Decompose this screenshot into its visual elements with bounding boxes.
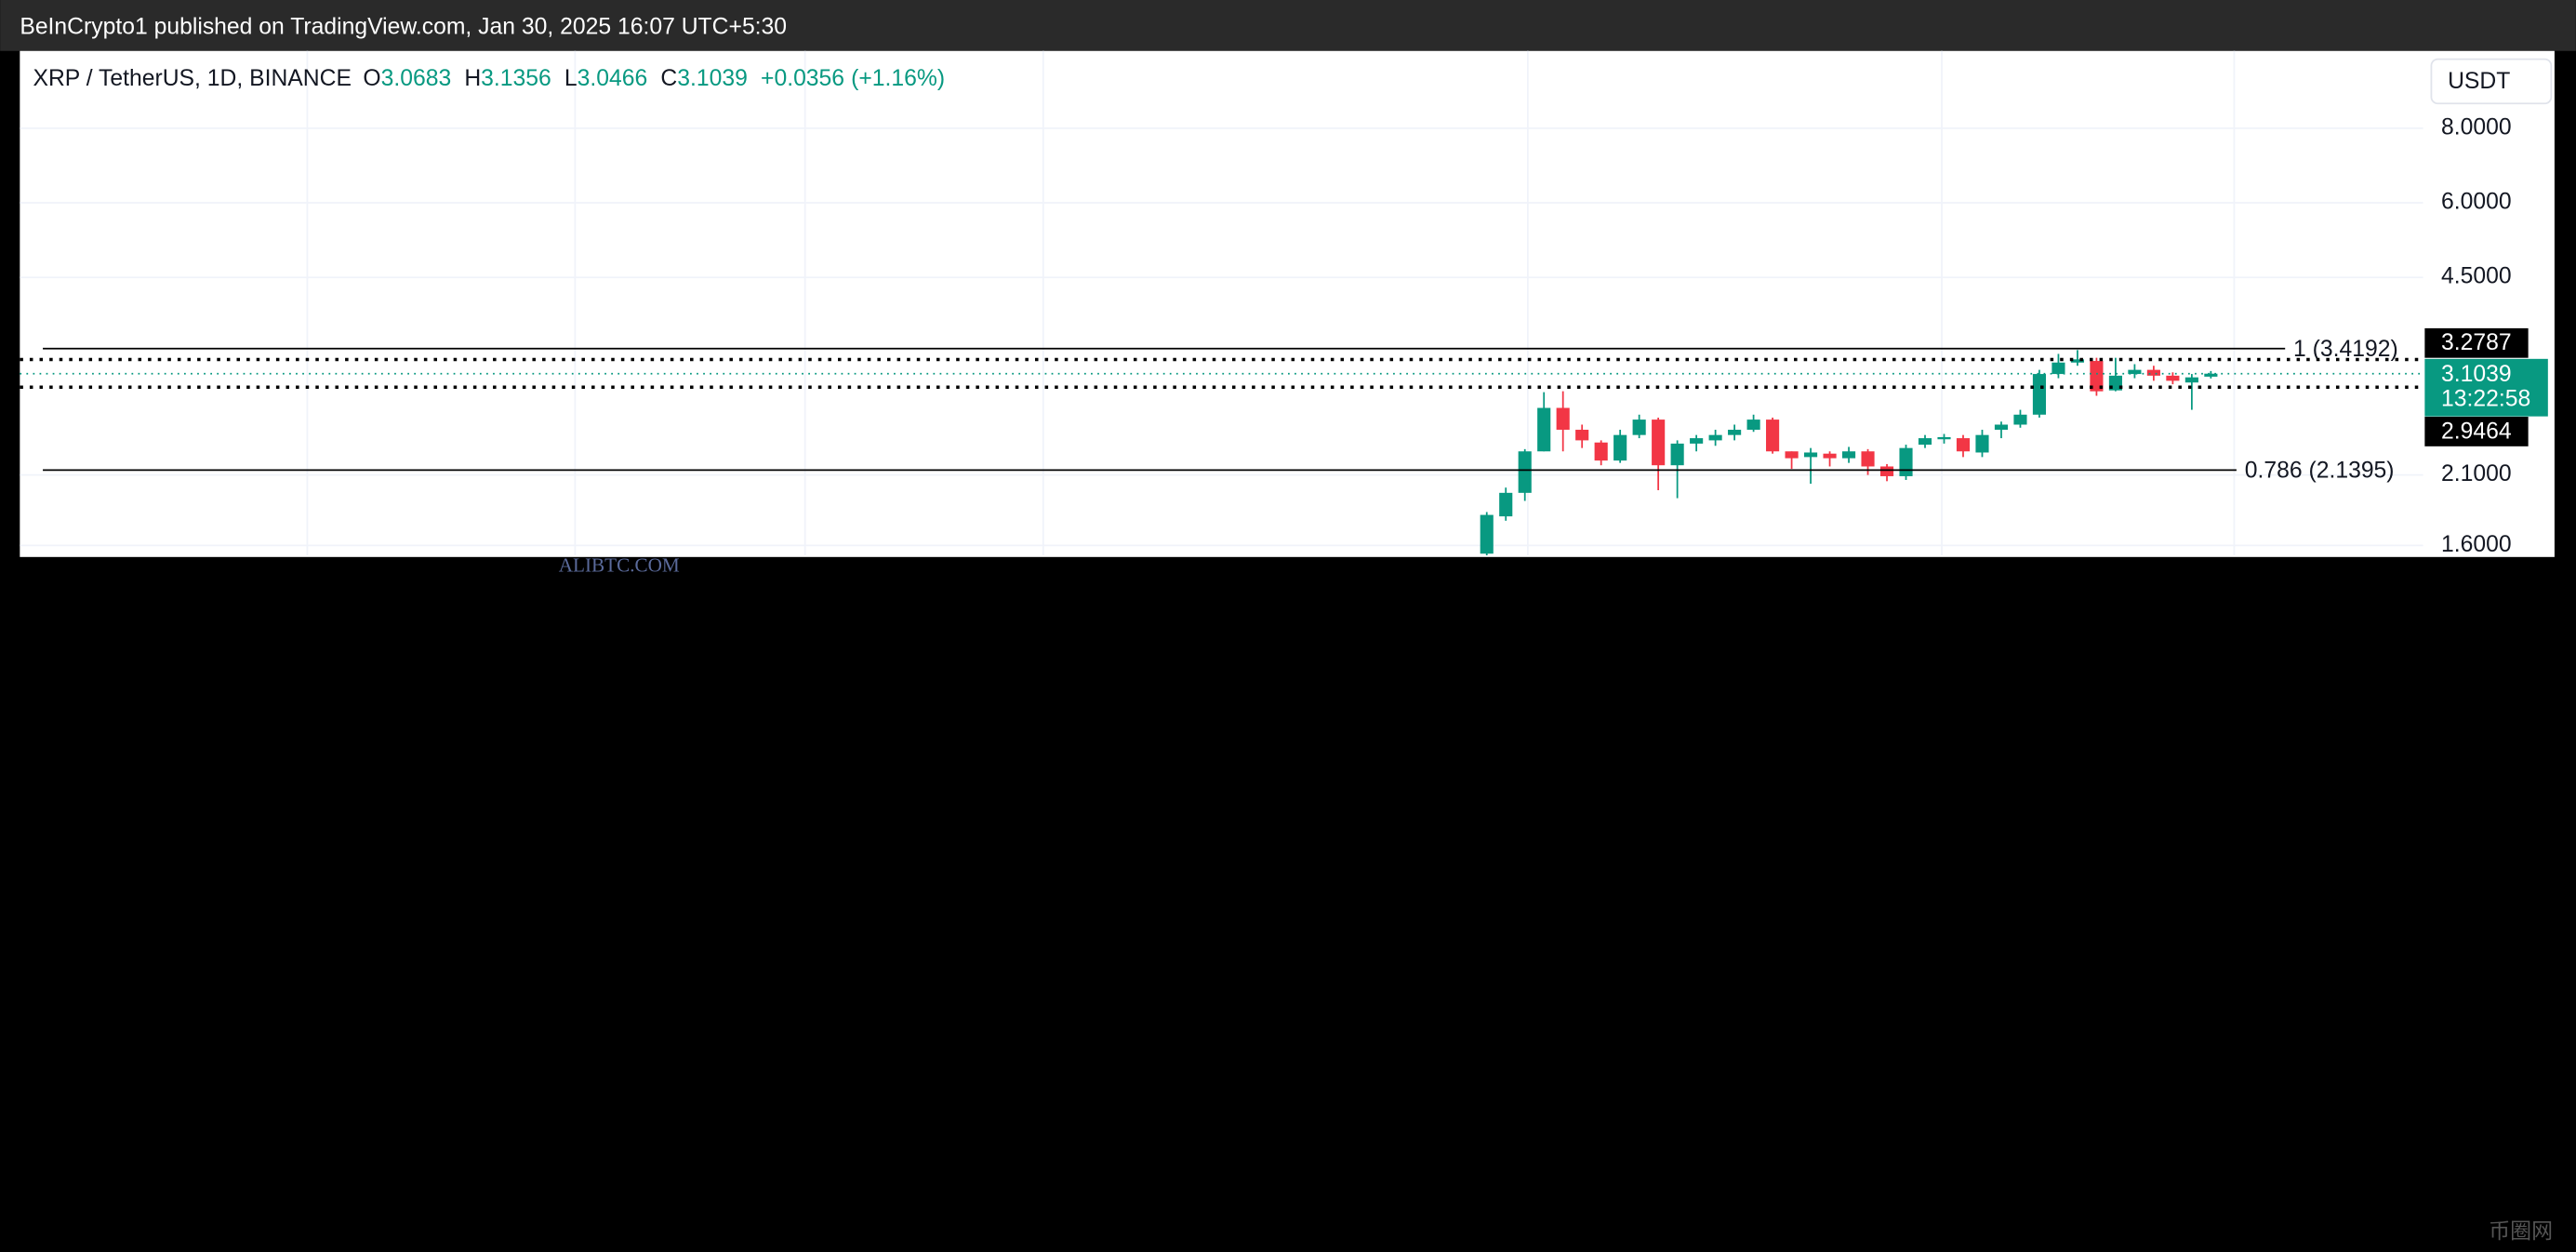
candle-body bbox=[1594, 442, 1608, 461]
candle-body bbox=[1556, 407, 1570, 431]
candle-body bbox=[1975, 434, 1989, 453]
candle-body bbox=[1652, 420, 1666, 466]
candle-body bbox=[2052, 362, 2065, 375]
watermark: ALIBTC.COM bbox=[559, 553, 680, 576]
candle-body bbox=[1918, 438, 1932, 446]
candle-body bbox=[1823, 453, 1837, 459]
candle-body bbox=[1575, 430, 1589, 441]
candle-body bbox=[1994, 424, 2009, 431]
price-box bbox=[2424, 417, 2529, 446]
current-price-box bbox=[2424, 358, 2548, 417]
candle-body bbox=[2128, 369, 2142, 375]
candle-body bbox=[2204, 373, 2218, 377]
candle-body bbox=[1518, 451, 1532, 493]
candle-body bbox=[1766, 420, 1780, 452]
candle-body bbox=[1804, 452, 1818, 458]
candle-body bbox=[2184, 377, 2198, 383]
candle-body bbox=[1785, 451, 1799, 459]
candles bbox=[1480, 350, 2218, 556]
candle-body bbox=[1841, 451, 1856, 459]
price-box bbox=[2424, 327, 2529, 358]
candle-body bbox=[2090, 361, 2104, 392]
unit-box[interactable] bbox=[2430, 58, 2553, 105]
current-price-label: 3.1039 bbox=[2441, 362, 2512, 387]
candle-body bbox=[1499, 492, 1513, 517]
y-tick-label: 2.1000 bbox=[2441, 461, 2512, 486]
candle-body bbox=[1899, 447, 1913, 476]
legend-change: +0.0356 bbox=[761, 65, 844, 90]
legend: XRP / TetherUS, 1D, BINANCE O3.0683 H3.135… bbox=[33, 65, 945, 90]
candle-body bbox=[1746, 420, 1760, 431]
candle-body bbox=[2032, 374, 2047, 415]
candle-body bbox=[1632, 420, 1646, 435]
y-tick-label: 1.6000 bbox=[2441, 532, 2512, 557]
candle-body bbox=[1708, 434, 1722, 441]
candle-body bbox=[2070, 359, 2084, 363]
candle-body bbox=[1861, 451, 1875, 467]
candle-body bbox=[1537, 407, 1551, 452]
price-box-label: 3.2787 bbox=[2441, 330, 2512, 355]
fib-label: 0.786 (2.1395) bbox=[2245, 459, 2395, 484]
fib-label: 1 (3.4192) bbox=[2293, 337, 2398, 362]
candle-body bbox=[1613, 434, 1627, 461]
price-box-label: 2.9464 bbox=[2441, 419, 2512, 444]
legend-low: 3.0466 bbox=[578, 65, 648, 90]
candle-body bbox=[1879, 466, 1894, 476]
candle-body bbox=[1690, 438, 1704, 444]
y-tick-label: 6.0000 bbox=[2441, 190, 2512, 215]
candle-body bbox=[1670, 443, 1684, 466]
legend-open: 3.0683 bbox=[381, 65, 452, 90]
header-bar bbox=[0, 0, 2576, 51]
legend-key: L bbox=[564, 65, 578, 90]
candle-body bbox=[1937, 436, 1951, 440]
legend-key: O bbox=[363, 65, 380, 90]
candle-body bbox=[2013, 414, 2027, 425]
legend-high: 3.1356 bbox=[481, 65, 551, 90]
legend-key: C bbox=[660, 65, 677, 90]
candle-body bbox=[1480, 514, 1494, 554]
legend-change-percent: (+1.16%) bbox=[851, 65, 945, 90]
header-text: BeInCrypto1 published on TradingView.com… bbox=[20, 15, 787, 40]
legend-close: 3.1039 bbox=[677, 65, 748, 90]
candle-body bbox=[1956, 438, 1971, 452]
unit-label[interactable]: USDT bbox=[2448, 69, 2510, 94]
legend-key: H bbox=[464, 65, 481, 90]
corner-logo: 币圈网 bbox=[2489, 1219, 2553, 1243]
countdown: 13:22:58 bbox=[2441, 387, 2530, 412]
chart-panel bbox=[20, 50, 2555, 557]
candle-body bbox=[2146, 369, 2160, 376]
y-tick-label: 4.5000 bbox=[2441, 264, 2512, 289]
candle-body bbox=[2166, 375, 2180, 381]
y-tick-label: 8.0000 bbox=[2441, 114, 2512, 140]
candle-body bbox=[1728, 430, 1742, 435]
legend-title: XRP / TetherUS, 1D, BINANCE bbox=[33, 65, 352, 90]
